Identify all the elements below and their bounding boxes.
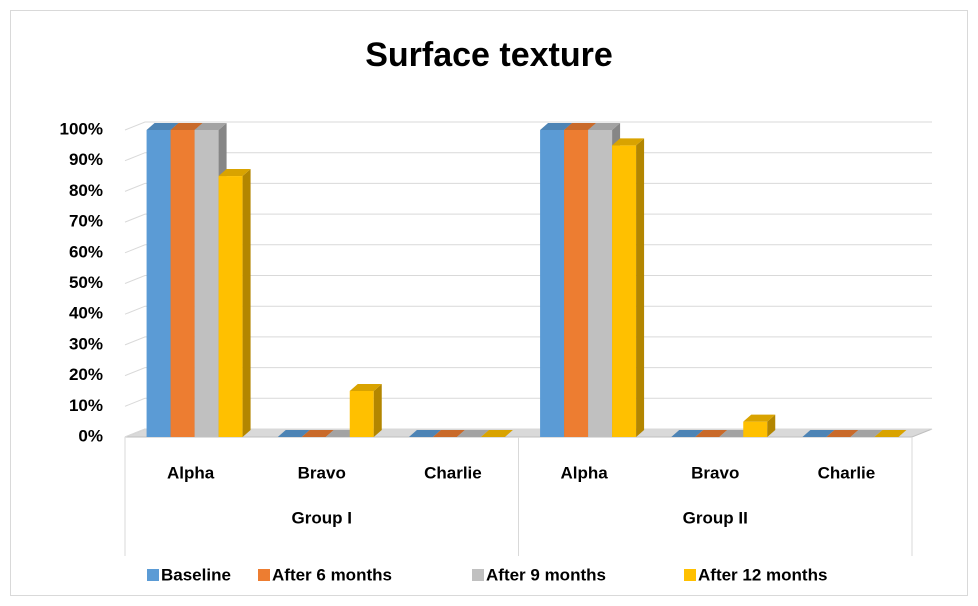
bar-top	[802, 430, 835, 437]
bar-top	[874, 430, 907, 437]
bar	[432, 430, 465, 437]
bar-top	[671, 430, 704, 437]
legend-swatch	[258, 569, 270, 581]
x-tick-label: Alpha	[167, 463, 215, 482]
y-tick-label: 30%	[69, 334, 103, 353]
bar	[743, 414, 776, 437]
y-tick-label: 20%	[69, 365, 103, 384]
group-label: Group II	[683, 508, 748, 527]
bar	[218, 169, 251, 438]
x-tick-label: Bravo	[691, 463, 739, 482]
bar-front	[743, 421, 768, 437]
bar-top	[480, 430, 513, 437]
bar	[695, 430, 728, 437]
bar-front	[612, 145, 637, 437]
legend-label: After 12 months	[698, 565, 827, 584]
bar-side	[636, 138, 645, 437]
grid-line	[124, 152, 932, 162]
y-tick-label: 70%	[69, 212, 103, 231]
bar-top	[146, 123, 179, 130]
bar-side	[373, 383, 382, 437]
x-tick-label: Bravo	[298, 463, 346, 482]
legend-swatch	[684, 569, 696, 581]
y-tick-label: 50%	[69, 273, 103, 292]
bar-top	[850, 430, 883, 437]
y-tick-label: 0%	[78, 426, 103, 445]
bar	[850, 430, 883, 437]
bar-front	[540, 130, 565, 437]
bar-top	[456, 430, 489, 437]
legend-label: After 6 months	[272, 565, 392, 584]
bar-top	[612, 138, 645, 146]
bar-front	[218, 176, 243, 438]
bar-top	[301, 430, 334, 437]
y-tick-label: 100%	[60, 119, 103, 138]
bar-side	[767, 414, 776, 437]
bar-top	[826, 430, 859, 437]
bar-top	[432, 430, 465, 437]
bar	[301, 430, 334, 437]
legend-swatch	[147, 569, 159, 581]
bar-top	[588, 123, 621, 130]
grid-line	[124, 121, 932, 131]
grid-line	[124, 244, 932, 254]
y-tick-label: 10%	[69, 396, 103, 415]
bar-top	[277, 430, 310, 437]
bar-front	[588, 130, 613, 437]
y-tick-label: 40%	[69, 304, 103, 323]
grid-line	[124, 336, 932, 346]
bar-top	[695, 430, 728, 437]
bar-top	[408, 430, 441, 437]
x-tick-label: Alpha	[560, 463, 608, 482]
grid-line	[124, 182, 932, 192]
grid-line	[124, 305, 932, 315]
legend-swatch	[472, 569, 484, 581]
chart-title: Surface texture	[365, 36, 613, 74]
grid-line	[124, 367, 932, 377]
bar-top	[349, 383, 382, 391]
grid-line	[124, 397, 932, 407]
bar-front	[170, 130, 195, 437]
bar	[612, 138, 645, 437]
bar	[408, 430, 441, 437]
bar	[874, 430, 907, 437]
grid-line	[124, 428, 932, 438]
legend-label: Baseline	[161, 565, 231, 584]
bar-top	[540, 123, 573, 130]
bar-top	[564, 123, 597, 130]
bar-top	[743, 414, 776, 422]
bar-top	[194, 123, 227, 130]
group-label: Group I	[292, 508, 352, 527]
bar-front	[146, 130, 171, 437]
y-tick-label: 90%	[69, 150, 103, 169]
y-tick-label: 60%	[69, 242, 103, 261]
bar	[349, 383, 382, 437]
bar-front	[564, 130, 589, 437]
x-tick-label: Charlie	[818, 463, 876, 482]
bar-front	[349, 390, 374, 437]
bar	[671, 430, 704, 437]
bar	[480, 430, 513, 437]
grid-line	[124, 275, 932, 284]
bar-top	[170, 123, 203, 130]
y-tick-label: 80%	[69, 181, 103, 200]
bar-side	[242, 169, 251, 438]
grid-line	[124, 213, 932, 223]
bar	[456, 430, 489, 437]
bar	[802, 430, 835, 437]
bar	[826, 430, 859, 437]
bar	[277, 430, 310, 437]
legend-label: After 9 months	[486, 565, 606, 584]
bar-front	[194, 130, 219, 437]
bar-top	[218, 169, 251, 177]
x-tick-label: Charlie	[424, 463, 482, 482]
